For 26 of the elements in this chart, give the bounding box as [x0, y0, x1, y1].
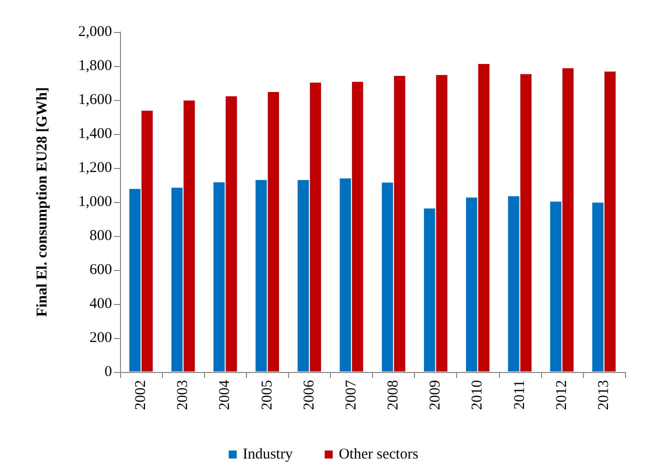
y-tick-label: 1,000 — [78, 194, 112, 210]
x-tick-label: 2003 — [175, 380, 192, 410]
x-tick-label: 2013 — [596, 380, 612, 410]
x-tick-label: 2007 — [343, 380, 360, 410]
y-tick-label: 400 — [90, 296, 112, 312]
x-tick-label: 2005 — [259, 380, 276, 410]
y-tick-label: 1,200 — [78, 160, 112, 176]
y-tick-label: 1,800 — [78, 58, 112, 74]
y-tick-label: 800 — [90, 228, 112, 244]
y-tick-label: 1,600 — [78, 92, 112, 108]
y-tick-label: 0 — [104, 364, 112, 380]
y-tick-label: 1,400 — [78, 126, 112, 142]
y-tick-label: 600 — [90, 262, 112, 278]
x-tick-label: 2006 — [301, 380, 318, 410]
y-tick-label: 200 — [90, 330, 112, 346]
x-tick-label: 2010 — [470, 380, 486, 410]
y-tick-label: 2,000 — [78, 24, 112, 40]
x-tick-label: 2008 — [386, 380, 402, 410]
legend-label: Industry — [242, 446, 294, 462]
x-tick-label: 2009 — [428, 380, 444, 410]
x-tick-label: 2011 — [512, 380, 528, 410]
x-tick-label: 2002 — [133, 380, 150, 410]
y-axis-title: Final El. consumption EU28 [GWh] — [34, 87, 50, 317]
x-tick-label: 2012 — [554, 380, 570, 410]
x-tick-label: 2004 — [217, 380, 234, 410]
legend-label: Other sectors — [338, 446, 418, 462]
